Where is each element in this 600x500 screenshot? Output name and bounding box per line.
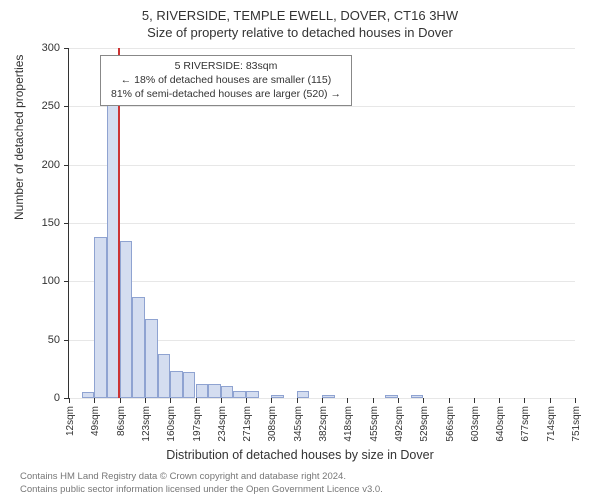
xtick-label: 234sqm (217, 406, 228, 442)
histogram-bar (170, 371, 183, 398)
histogram-bar (208, 384, 221, 398)
annotation-box: 5 RIVERSIDE: 83sqm ← 18% of detached hou… (100, 55, 352, 106)
histogram-bar (246, 391, 259, 398)
histogram-bar (158, 354, 171, 398)
chart-container: 5, RIVERSIDE, TEMPLE EWELL, DOVER, CT16 … (0, 0, 600, 500)
histogram-bar (145, 319, 158, 398)
xtick-mark (69, 398, 70, 403)
ytick-mark (64, 48, 69, 49)
histogram-bar (322, 395, 335, 399)
chart-title: 5, RIVERSIDE, TEMPLE EWELL, DOVER, CT16 … (0, 0, 600, 23)
xtick-label: 603sqm (470, 406, 481, 442)
histogram-bar (221, 386, 234, 398)
xtick-mark (398, 398, 399, 403)
xtick-label: 714sqm (546, 406, 557, 442)
annotation-line2: ← 18% of detached houses are smaller (11… (111, 73, 341, 87)
ytick-mark (64, 106, 69, 107)
chart-subtitle: Size of property relative to detached ho… (0, 23, 600, 40)
xtick-label: 566sqm (445, 406, 456, 442)
xtick-label: 345sqm (293, 406, 304, 442)
xtick-mark (297, 398, 298, 403)
ytick-label: 150 (30, 217, 60, 229)
gridline (69, 165, 575, 166)
x-axis-label: Distribution of detached houses by size … (0, 448, 600, 462)
y-axis-label: Number of detached properties (12, 55, 26, 220)
xtick-label: 492sqm (394, 406, 405, 442)
gridline (69, 223, 575, 224)
histogram-bar (132, 297, 145, 399)
xtick-label: 271sqm (242, 406, 253, 442)
ytick-mark (64, 281, 69, 282)
histogram-bar (271, 395, 284, 399)
footer-attribution: Contains HM Land Registry data © Crown c… (20, 471, 383, 496)
xtick-mark (120, 398, 121, 403)
xtick-mark (550, 398, 551, 403)
footer-line2: Contains public sector information licen… (20, 484, 383, 496)
histogram-bar (297, 391, 310, 398)
annotation-line3: 81% of semi-detached houses are larger (… (111, 87, 341, 101)
xtick-label: 49sqm (90, 406, 101, 436)
xtick-label: 455sqm (369, 406, 380, 442)
gridline (69, 48, 575, 49)
xtick-mark (575, 398, 576, 403)
xtick-label: 529sqm (419, 406, 430, 442)
histogram-bar (196, 384, 209, 398)
xtick-mark (271, 398, 272, 403)
xtick-mark (322, 398, 323, 403)
xtick-mark (246, 398, 247, 403)
xtick-label: 640sqm (495, 406, 506, 442)
xtick-mark (373, 398, 374, 403)
xtick-mark (170, 398, 171, 403)
annotation-line1: 5 RIVERSIDE: 83sqm (111, 59, 341, 73)
xtick-mark (499, 398, 500, 403)
gridline (69, 281, 575, 282)
histogram-bar (233, 391, 246, 398)
histogram-bar (94, 237, 107, 398)
xtick-mark (221, 398, 222, 403)
gridline (69, 106, 575, 107)
xtick-label: 418sqm (343, 406, 354, 442)
xtick-mark (474, 398, 475, 403)
xtick-mark (196, 398, 197, 403)
ytick-mark (64, 340, 69, 341)
ytick-mark (64, 223, 69, 224)
xtick-label: 160sqm (166, 406, 177, 442)
histogram-bar (183, 372, 196, 398)
xtick-label: 751sqm (571, 406, 582, 442)
xtick-label: 677sqm (520, 406, 531, 442)
xtick-label: 123sqm (141, 406, 152, 442)
histogram-bar (120, 241, 133, 399)
ytick-label: 0 (30, 392, 60, 404)
ytick-label: 100 (30, 275, 60, 287)
xtick-mark (145, 398, 146, 403)
ytick-mark (64, 165, 69, 166)
ytick-label: 200 (30, 159, 60, 171)
xtick-mark (94, 398, 95, 403)
histogram-bar (82, 392, 95, 398)
ytick-label: 250 (30, 100, 60, 112)
xtick-label: 382sqm (318, 406, 329, 442)
footer-line1: Contains HM Land Registry data © Crown c… (20, 471, 383, 483)
xtick-mark (347, 398, 348, 403)
xtick-label: 12sqm (65, 406, 76, 436)
xtick-mark (524, 398, 525, 403)
xtick-label: 86sqm (116, 406, 127, 436)
xtick-mark (423, 398, 424, 403)
histogram-bar (385, 395, 398, 399)
ytick-label: 50 (30, 334, 60, 346)
ytick-label: 300 (30, 42, 60, 54)
histogram-bar (411, 395, 424, 399)
xtick-label: 308sqm (267, 406, 278, 442)
xtick-mark (449, 398, 450, 403)
xtick-label: 197sqm (192, 406, 203, 442)
